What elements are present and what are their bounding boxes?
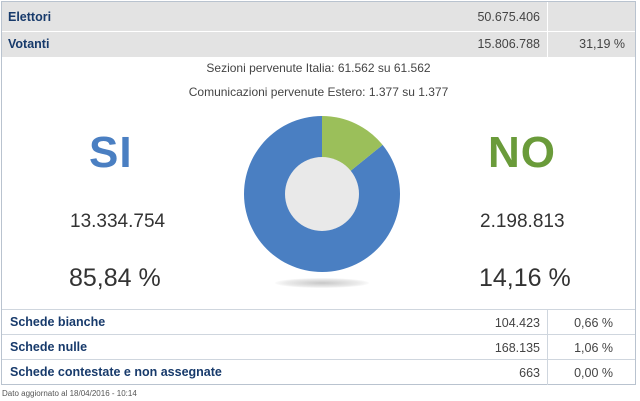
- elettori-row: Elettori 50.675.406: [2, 2, 635, 32]
- column-divider: [547, 32, 548, 57]
- donut-svg: [244, 116, 400, 272]
- column-divider: [547, 360, 548, 385]
- column-divider: [547, 310, 548, 335]
- schede-bianche-row: Schede bianche 104.423 0,66 %: [2, 309, 635, 335]
- schede-nulle-value: 168.135: [494, 341, 540, 355]
- schede-nulle-percent: 1,06 %: [574, 341, 613, 355]
- schede-bianche-label: Schede bianche: [10, 315, 106, 329]
- elettori-value: 50.675.406: [477, 10, 540, 24]
- results-panel: Elettori 50.675.406 Votanti 15.806.788 3…: [1, 1, 636, 385]
- schede-contestate-percent: 0,00 %: [574, 366, 613, 380]
- schede-bianche-value: 104.423: [494, 316, 540, 330]
- no-label: NO: [488, 128, 556, 177]
- si-label: SI: [89, 128, 133, 177]
- schede-nulle-label: Schede nulle: [10, 340, 88, 354]
- votanti-percent: 31,19 %: [579, 37, 625, 51]
- votanti-value: 15.806.788: [477, 37, 540, 51]
- schede-contestate-label: Schede contestate e non assegnate: [10, 365, 222, 379]
- sezioni-info: Sezioni pervenute Italia: 61.562 su 61.5…: [206, 61, 431, 75]
- no-percent: 14,16 %: [479, 264, 571, 292]
- last-update-note: Dato aggiornato al 18/04/2016 - 10:14: [2, 389, 137, 398]
- schede-contestate-row: Schede contestate e non assegnate 663 0,…: [2, 359, 635, 385]
- si-votes: 13.334.754: [70, 211, 166, 232]
- votanti-row: Votanti 15.806.788 31,19 %: [2, 32, 635, 57]
- comunicazioni-info: Comunicazioni pervenute Estero: 1.377 su…: [188, 85, 449, 99]
- donut-chart: [242, 114, 402, 294]
- elettori-label: Elettori: [8, 10, 52, 24]
- column-divider: [547, 335, 548, 360]
- schede-bianche-percent: 0,66 %: [574, 316, 613, 330]
- donut-shadow: [275, 278, 369, 288]
- donut-hole: [285, 157, 359, 231]
- no-votes: 2.198.813: [480, 211, 565, 232]
- schede-nulle-row: Schede nulle 168.135 1,06 %: [2, 334, 635, 360]
- votanti-label: Votanti: [8, 37, 50, 51]
- column-divider: [547, 2, 548, 31]
- si-percent: 85,84 %: [69, 264, 161, 292]
- schede-contestate-value: 663: [519, 366, 540, 380]
